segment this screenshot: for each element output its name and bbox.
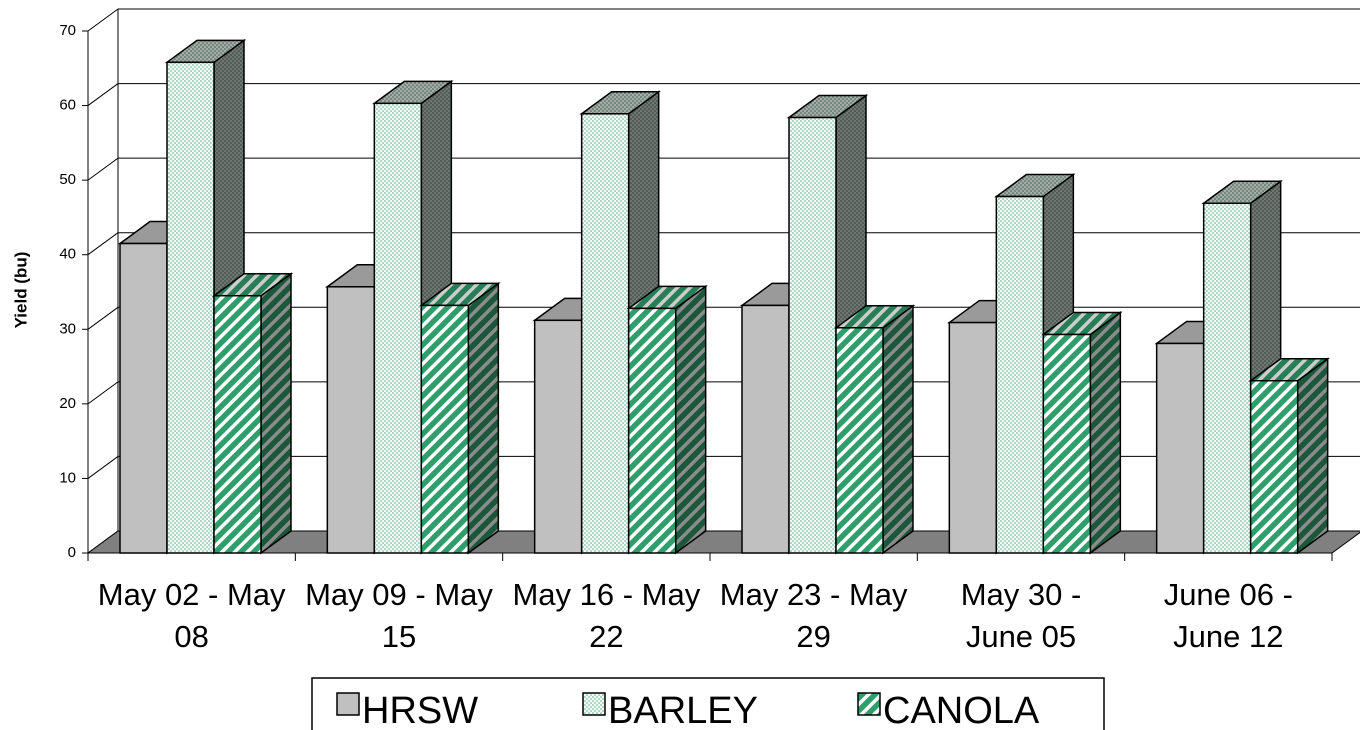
bar xyxy=(741,304,790,554)
bar xyxy=(326,286,376,554)
legend-label: CANOLA xyxy=(883,690,1040,730)
x-tick-label: May 02 - May 08 xyxy=(97,577,286,654)
bar xyxy=(580,113,630,554)
bar-side xyxy=(1089,311,1122,555)
bar xyxy=(995,195,1045,554)
grid-side xyxy=(87,381,119,405)
bar xyxy=(533,319,583,554)
grid-side xyxy=(87,232,119,256)
bar-side xyxy=(467,281,500,555)
bar xyxy=(948,321,998,554)
bar-side xyxy=(882,304,914,555)
x-tick-label: May 30 - June 05 xyxy=(960,577,1082,654)
grid-side xyxy=(87,456,119,479)
y-axis-label: Yield (bu) xyxy=(11,252,30,329)
x-tick-label: June 06 - June 12 xyxy=(1163,577,1293,654)
legend-label: BARLEY xyxy=(608,690,758,730)
y-tick-label: 30 xyxy=(59,320,76,337)
y-tick-label: 60 xyxy=(59,97,76,114)
y-tick-label: 20 xyxy=(59,395,76,412)
y-tick-label: 70 xyxy=(59,22,76,39)
y-tick-label: 50 xyxy=(59,171,76,188)
y-tick-label: 10 xyxy=(59,469,76,486)
bar xyxy=(166,61,215,554)
bar xyxy=(788,116,837,554)
grid-side xyxy=(87,306,119,330)
y-tick-label: 40 xyxy=(59,246,76,263)
legend-label: HRSW xyxy=(362,690,478,730)
legend-swatch xyxy=(336,692,360,716)
bar xyxy=(213,294,262,554)
bar xyxy=(835,327,884,554)
bar xyxy=(420,304,470,554)
bar xyxy=(119,242,168,554)
grid-side xyxy=(87,83,119,106)
bar xyxy=(627,307,677,554)
x-tick-label: May 09 - May 15 xyxy=(305,577,493,654)
bar-side xyxy=(674,284,707,555)
bar xyxy=(1042,333,1092,554)
legend-box xyxy=(311,677,1105,730)
bar-side xyxy=(260,272,292,555)
x-tick-label: May 16 - May 22 xyxy=(512,577,701,654)
bar xyxy=(373,102,423,554)
bar xyxy=(1249,379,1299,554)
bar-side xyxy=(1296,357,1329,555)
grid-side xyxy=(87,8,119,32)
legend-swatch xyxy=(582,692,606,716)
x-tick-label: May 23 - May 29 xyxy=(719,577,908,654)
y-tick-label: 0 xyxy=(68,544,76,561)
bar xyxy=(1155,342,1205,554)
bar xyxy=(1202,202,1252,554)
legend-swatch xyxy=(857,692,881,716)
grid-side xyxy=(87,157,119,181)
